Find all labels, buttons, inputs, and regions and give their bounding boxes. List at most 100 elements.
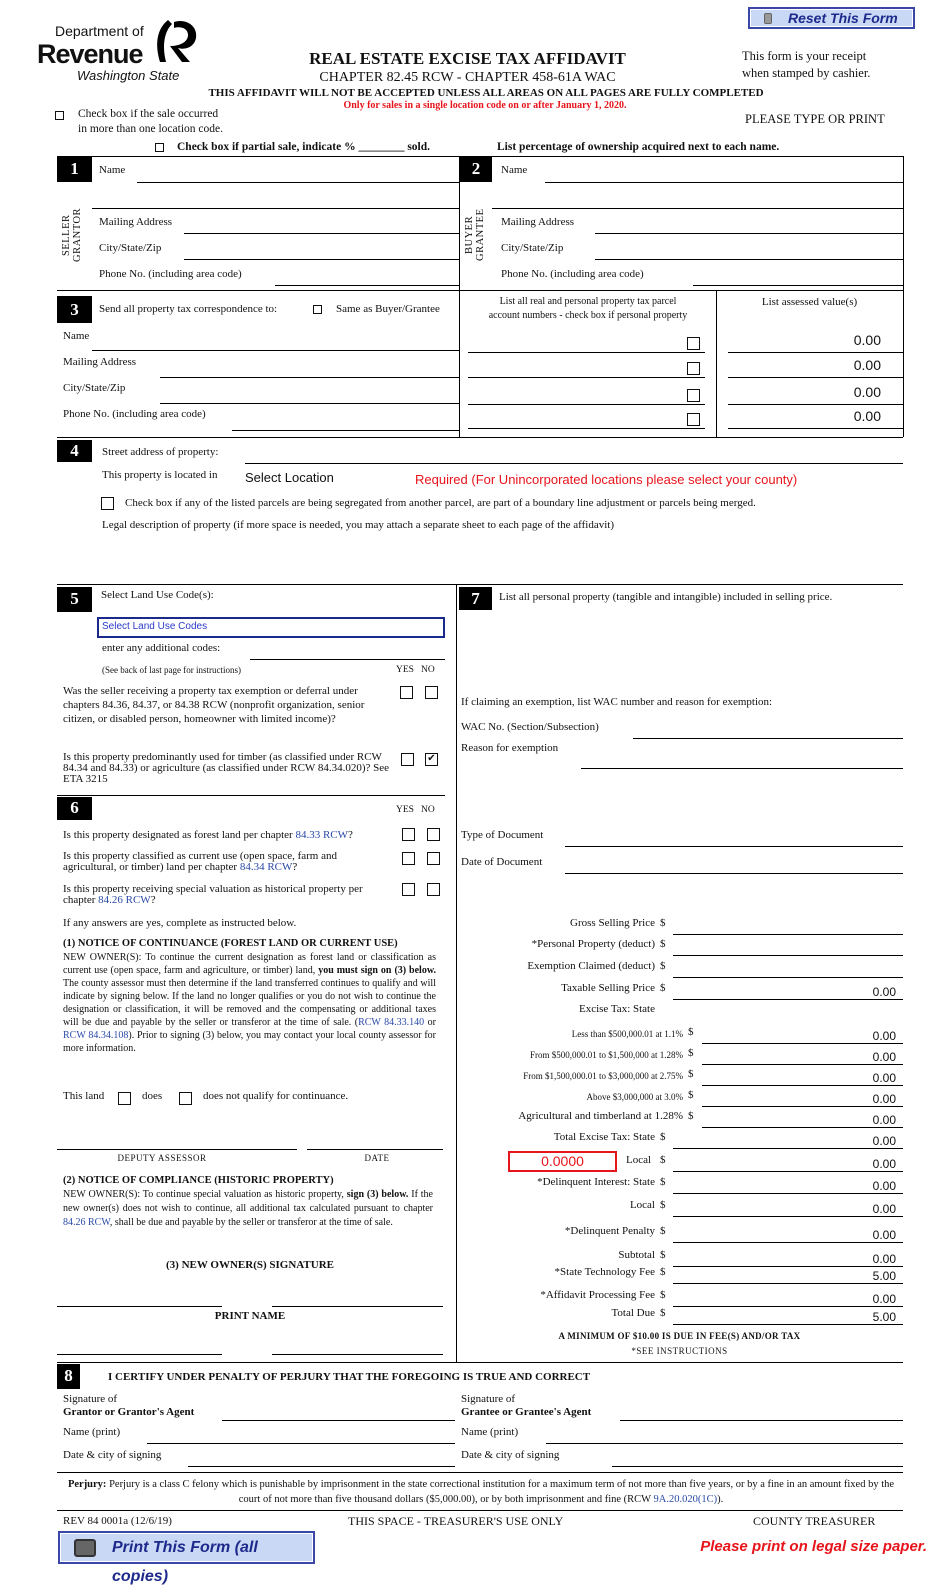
print-form-button[interactable]: Print This Form (all copies) [58, 1531, 315, 1585]
price-row-field[interactable] [673, 1148, 903, 1149]
price-row-field[interactable] [673, 999, 903, 1000]
ownership-note: List percentage of ownership acquired ne… [497, 141, 780, 153]
seller-city-field[interactable] [184, 259, 459, 260]
segregated-checkbox[interactable] [101, 497, 114, 510]
tax-mailing-field[interactable] [160, 377, 459, 378]
price-row-field[interactable] [673, 934, 903, 935]
buyer-name-field-2[interactable] [492, 208, 903, 209]
rcw-84-33-link[interactable]: 84.33 RCW [295, 829, 349, 841]
price-row-field[interactable] [673, 1242, 903, 1243]
seller-name-field[interactable] [137, 182, 459, 183]
price-row-field[interactable] [673, 1193, 903, 1194]
grantee-date-field[interactable] [612, 1466, 903, 1467]
tax-city-field[interactable] [160, 403, 459, 404]
price-row-field[interactable] [673, 1283, 903, 1284]
grantee-signature-field[interactable] [620, 1420, 903, 1421]
parcel-number-field[interactable] [468, 404, 705, 405]
rcw-84-26-link[interactable]: 84.26 RCW [63, 1217, 110, 1228]
print-name-field-2[interactable] [272, 1354, 443, 1355]
historic-yes-checkbox[interactable] [402, 883, 415, 896]
current-use-question: Is this property classified as current u… [63, 850, 337, 873]
rcw-84-33-140-link[interactable]: RCW 84.33.140 [358, 1017, 425, 1028]
price-row-field[interactable] [702, 1127, 903, 1128]
rcw-84-34-link[interactable]: 84.34 RCW [239, 861, 293, 873]
seller-name-field-2[interactable] [92, 208, 459, 209]
deputy-assessor-field[interactable] [57, 1149, 297, 1150]
tax-phone-field[interactable] [232, 430, 459, 431]
price-row-field[interactable] [673, 1324, 903, 1325]
timber-yes-checkbox[interactable] [401, 753, 414, 766]
price-row-field[interactable] [673, 1171, 903, 1172]
seller-phone-field[interactable] [275, 285, 459, 286]
rcw-9a-link[interactable]: 9A.20.020(1C) [653, 1494, 718, 1505]
reason-field[interactable] [581, 768, 903, 769]
price-row-field[interactable] [702, 1043, 903, 1044]
additional-codes-field[interactable] [250, 659, 445, 660]
wac-field[interactable] [633, 738, 903, 739]
price-row-field[interactable] [673, 1306, 903, 1307]
county-treasurer: COUNTY TREASURER [753, 1514, 876, 1528]
forest-yes-checkbox[interactable] [402, 828, 415, 841]
personal-property-checkbox[interactable] [687, 413, 700, 426]
assessed-value-field[interactable] [728, 352, 903, 353]
current-use-no-checkbox[interactable] [427, 852, 440, 865]
parcel-number-field[interactable] [468, 428, 705, 429]
assessed-value-field[interactable] [728, 404, 903, 405]
parcel-number-field[interactable] [468, 352, 705, 353]
exemption-no-checkbox[interactable] [425, 686, 438, 699]
personal-property-checkbox[interactable] [687, 389, 700, 402]
does-qualify-checkbox[interactable] [118, 1092, 131, 1105]
seller-mailing-field[interactable] [184, 233, 459, 234]
price-row-field[interactable] [673, 955, 903, 956]
rcw-84-34-108-link[interactable]: RCW 84.34.108 [63, 1030, 129, 1041]
assessed-value-field[interactable] [728, 377, 903, 378]
grantor-name-field[interactable] [147, 1443, 455, 1444]
street-address-field[interactable] [245, 463, 903, 464]
multi-location-checkbox[interactable] [55, 111, 64, 120]
dollar-sign: $ [660, 1289, 666, 1301]
grantee-name-field[interactable] [546, 1443, 903, 1444]
price-row-field[interactable] [702, 1085, 903, 1086]
buyer-phone-field[interactable] [693, 285, 903, 286]
historic-no-checkbox[interactable] [427, 883, 440, 896]
grantor-signature-field[interactable] [222, 1420, 455, 1421]
local-rate-field[interactable]: 0.0000 [508, 1151, 617, 1172]
segregated-label: Check box if any of the listed parcels a… [125, 497, 756, 509]
price-row-field[interactable] [702, 1064, 903, 1065]
exemption-yes-checkbox[interactable] [400, 686, 413, 699]
parcel-number-field[interactable] [468, 377, 705, 378]
personal-property-checkbox[interactable] [687, 362, 700, 375]
price-row-field[interactable] [673, 1216, 903, 1217]
price-row-field[interactable] [702, 1106, 903, 1107]
price-row-value: 0.00 [872, 985, 896, 999]
location-select[interactable]: Select Location [245, 470, 334, 485]
date-of-document-field[interactable] [565, 873, 903, 874]
does-not-label: does not qualify for continuance. [203, 1090, 349, 1102]
partial-sale-checkbox[interactable] [155, 143, 164, 152]
assessor-date-field[interactable] [307, 1149, 443, 1150]
print-name-field[interactable] [57, 1354, 222, 1355]
forest-no-checkbox[interactable] [427, 828, 440, 841]
reset-form-button[interactable]: Reset This Form [748, 7, 915, 29]
buyer-city-field[interactable] [595, 259, 903, 260]
tax-name-field[interactable] [92, 350, 459, 351]
assessed-value-field[interactable] [728, 428, 903, 429]
new-owner-signature-field-2[interactable] [272, 1306, 443, 1307]
dollar-sign: $ [660, 1225, 666, 1237]
price-row-field[interactable] [673, 977, 903, 978]
buyer-name-field[interactable] [545, 182, 903, 183]
rcw-84-26-link[interactable]: 84.26 RCW [98, 894, 151, 906]
type-of-document-field[interactable] [565, 846, 903, 847]
buyer-mailing-field[interactable] [595, 233, 903, 234]
new-owner-signature-field[interactable] [57, 1306, 222, 1307]
current-use-yes-checkbox[interactable] [402, 852, 415, 865]
land-use-select[interactable]: Select Land Use Codes [97, 617, 445, 638]
assessed-value: 0.00 [853, 408, 881, 424]
does-not-qualify-checkbox[interactable] [179, 1092, 192, 1105]
grantor-date-field[interactable] [188, 1466, 455, 1467]
same-as-buyer-checkbox[interactable] [313, 305, 322, 314]
timber-no-checkbox[interactable]: ✔ [425, 753, 438, 766]
price-row-field[interactable] [673, 1266, 903, 1267]
personal-property-checkbox[interactable] [687, 337, 700, 350]
price-row-value: 0.00 [872, 1252, 896, 1266]
